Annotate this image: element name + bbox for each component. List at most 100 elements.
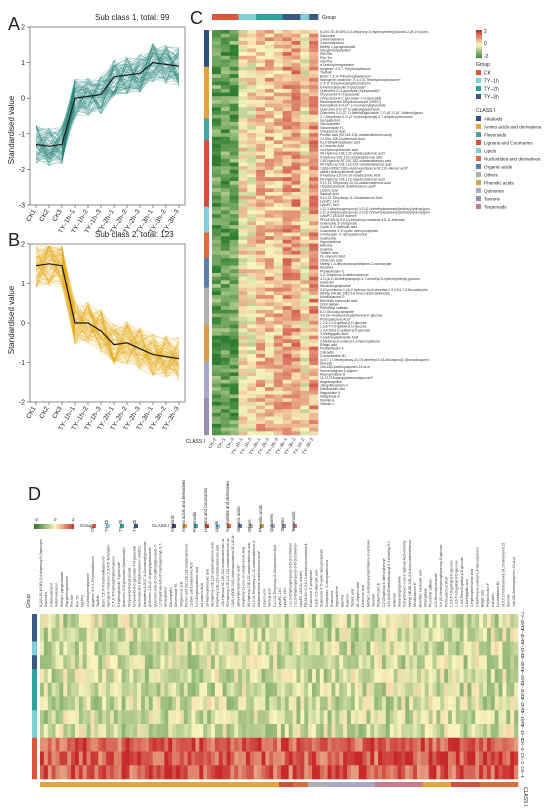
heatmap-cell — [247, 247, 257, 252]
heatmap-cell — [265, 96, 275, 101]
heatmap-cell — [247, 372, 257, 377]
heatmap-cell — [256, 192, 266, 196]
heatmap-cell — [459, 627, 464, 642]
heatmap-cell — [160, 641, 165, 656]
heatmap-cell — [291, 320, 301, 325]
heatmap-cell — [229, 324, 239, 329]
heatmap-cell — [245, 765, 251, 780]
heatmap-cell — [212, 350, 222, 355]
heatmap-cell — [212, 210, 222, 215]
heatmap-cell — [420, 765, 426, 780]
heatmap-cell — [229, 398, 239, 403]
heatmap-cell — [409, 655, 414, 670]
heatmap-cell — [212, 144, 222, 149]
heatmap-cell — [256, 243, 266, 248]
heatmap-cell — [113, 614, 119, 629]
heatmap-cell — [168, 765, 173, 780]
heatmap-cell — [234, 682, 239, 697]
heatmap-cell — [459, 737, 464, 752]
heatmap-cell — [129, 614, 134, 629]
heatmap-cell — [291, 261, 301, 266]
heatmap-cell — [210, 627, 216, 642]
heatmap-cell — [506, 710, 511, 725]
heatmap-cell — [502, 655, 507, 670]
row-label: LysoPC 14:0 — [320, 199, 339, 203]
heatmap-cell — [43, 751, 49, 766]
heatmap-cell — [269, 751, 274, 766]
heatmap-cell — [300, 423, 310, 428]
heatmap-cell — [309, 114, 319, 119]
series-line — [35, 57, 180, 151]
row-label: (4,5,7,17-tetrahydroxy-14,15-dimethyl-9,… — [320, 358, 429, 362]
heatmap-cell — [238, 383, 248, 388]
heatmap-cell — [327, 737, 332, 752]
heatmap-cell — [238, 169, 248, 174]
heatmap-cell — [265, 265, 275, 270]
heatmap-cell — [300, 287, 310, 292]
series-line — [35, 61, 180, 146]
heatmap-cell — [282, 387, 292, 392]
y-tick-label: 2 — [21, 25, 25, 32]
heatmap-cell — [282, 320, 292, 325]
heatmap-cell — [71, 614, 76, 629]
heatmap-cell — [256, 225, 266, 230]
row-label: Steroids — [320, 361, 333, 365]
heatmap-cell — [220, 199, 230, 204]
heatmap-cell — [277, 641, 282, 656]
heatmap-cell — [109, 655, 115, 670]
heatmap-cell — [304, 710, 309, 725]
heatmap-cell — [71, 627, 76, 642]
class-strip-cell — [204, 287, 209, 325]
series-line — [35, 263, 180, 366]
heatmap-cell — [113, 751, 119, 766]
column-label: Tartaric acid — [351, 589, 355, 607]
heatmap-cell — [291, 55, 301, 60]
heatmap-cell — [67, 669, 72, 684]
heatmap-cell — [490, 724, 495, 739]
heatmap-cell — [78, 724, 84, 739]
heatmap-cell — [479, 614, 484, 629]
group-strip-cell — [265, 14, 275, 20]
group-swatch — [476, 78, 481, 83]
heatmap-cell — [265, 372, 275, 377]
heatmap-cell — [291, 99, 301, 104]
heatmap-cell — [331, 682, 336, 697]
heatmap-cell — [483, 737, 488, 752]
heatmap-cell — [212, 66, 222, 71]
heatmap-cell — [401, 669, 406, 684]
heatmap-cell — [288, 751, 293, 766]
heatmap-cell — [212, 398, 222, 403]
heatmap-cell — [176, 696, 181, 711]
scale-swatch — [52, 524, 55, 529]
heatmap-cell — [463, 696, 468, 711]
heatmap-cell — [212, 298, 222, 303]
heatmap-cell — [195, 696, 200, 711]
heatmap-cell — [220, 390, 230, 395]
series-line — [35, 249, 180, 370]
heatmap-cell — [323, 669, 328, 684]
heatmap-cell — [156, 737, 161, 752]
heatmap-cell — [238, 765, 243, 780]
heatmap-cell — [71, 751, 76, 766]
heatmap-cell — [265, 114, 275, 119]
heatmap-cell — [247, 184, 257, 189]
heatmap-cell — [282, 420, 292, 425]
heatmap-cell — [273, 188, 283, 193]
heatmap-cell — [282, 195, 292, 200]
heatmap-cell — [220, 177, 230, 182]
heatmap-cell — [273, 320, 283, 325]
series-line — [35, 258, 180, 370]
heatmap-cell — [238, 155, 248, 160]
heatmap-cell — [366, 655, 371, 670]
row-label: 9S-Hydroxy-10E,12Z-octadecadienoic acid — [320, 152, 385, 156]
row-label: Nomilin A — [320, 398, 335, 402]
heatmap-cell — [339, 641, 344, 656]
column-label: Kaempferol-3-O-(2''-p-Coumaroyl)glucosid… — [143, 541, 147, 607]
heatmap-cell — [247, 180, 257, 185]
column-label: Ellagic acid — [481, 590, 485, 607]
column-label: (4,5,7,17-tetrahydroxy-14,15-dimethyl-9,… — [501, 543, 505, 607]
heatmap-cell — [397, 765, 402, 780]
heatmap-cell — [494, 614, 499, 629]
heatmap-cell — [300, 140, 310, 145]
heatmap-cell — [63, 682, 68, 697]
